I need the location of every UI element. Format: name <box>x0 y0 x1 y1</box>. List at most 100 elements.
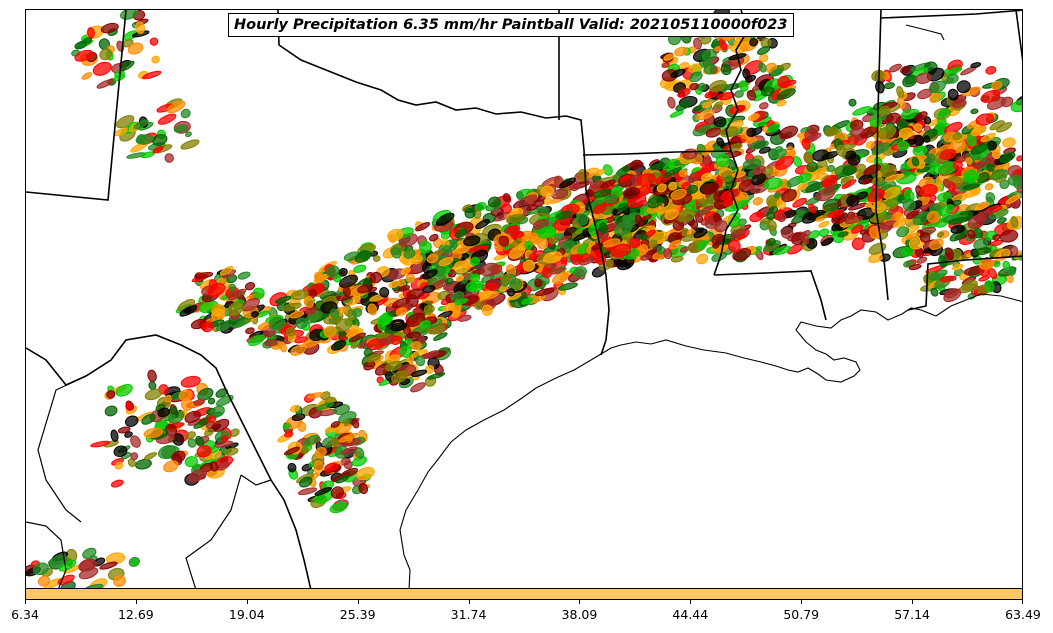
precip-blob <box>454 229 468 239</box>
precip-blob <box>560 256 568 264</box>
precip-blob <box>342 286 351 297</box>
colorbar-tick-mark <box>579 600 581 604</box>
precip-blob <box>518 194 538 207</box>
precip-blob <box>124 415 139 427</box>
precip-blob <box>403 249 416 259</box>
colorbar-tick-label: 25.39 <box>339 607 376 622</box>
precip-blob <box>180 139 200 150</box>
colorbar-tick-label: 38.09 <box>561 607 598 622</box>
precip-blob <box>372 255 381 262</box>
precip-blob <box>479 290 492 299</box>
precip-blob <box>357 284 372 294</box>
precip-blob <box>970 108 979 115</box>
precip-blob <box>244 282 256 291</box>
colorbar-tick-label: 31.74 <box>450 607 487 622</box>
precip-blob <box>1002 137 1016 148</box>
precip-blob <box>526 204 538 211</box>
colorbar-tick-mark <box>246 600 248 604</box>
precip-blob <box>104 405 118 417</box>
precip-blob <box>457 314 472 322</box>
precip-blob <box>164 153 174 163</box>
precip-blob <box>391 247 402 259</box>
precip-blob <box>667 96 676 109</box>
colorbar-tick-mark <box>690 600 692 604</box>
map-title: Hourly Precipitation 6.35 mm/hr Paintbal… <box>228 13 794 37</box>
precip-blob <box>345 330 358 338</box>
precip-blob <box>115 383 133 397</box>
precip-blob <box>500 274 511 284</box>
precip-blob <box>521 297 533 305</box>
louisiana-east-boundary <box>713 270 827 321</box>
precip-blob <box>511 230 524 239</box>
precip-blob <box>629 159 643 169</box>
precipitation-paintball-layer <box>26 10 1022 588</box>
precip-blob <box>388 280 400 289</box>
precip-blob <box>367 303 378 316</box>
precip-blob <box>339 274 358 288</box>
precip-blob <box>888 63 902 73</box>
precip-blob <box>423 305 433 315</box>
precip-blob <box>498 235 510 247</box>
precip-blob <box>110 479 124 488</box>
precip-blob <box>533 199 545 207</box>
precip-blob <box>180 108 191 119</box>
precip-blob <box>297 487 318 496</box>
colorbar-tick-mark <box>25 600 26 604</box>
precip-blob <box>442 302 456 312</box>
precip-blob <box>326 265 340 278</box>
precip-blob <box>331 340 347 351</box>
precip-blob <box>985 66 997 75</box>
precip-blob <box>557 282 578 291</box>
precip-blob <box>540 185 555 198</box>
precip-blob <box>543 251 563 264</box>
precip-blob <box>387 228 404 242</box>
precip-blob <box>1016 155 1022 162</box>
precip-blob <box>264 338 278 347</box>
precip-blob <box>463 235 481 247</box>
precip-blob <box>422 269 438 280</box>
precip-blob <box>455 275 464 282</box>
precip-blob <box>551 266 566 275</box>
precip-blob <box>896 85 904 99</box>
precip-blob <box>329 308 340 319</box>
precip-blob <box>621 165 631 172</box>
precip-blob <box>237 271 251 280</box>
precip-blob <box>135 458 152 470</box>
precip-blob <box>445 277 454 285</box>
colorbar-tick-label: 6.34 <box>11 607 39 622</box>
colorbar-tick-label: 57.14 <box>894 607 931 622</box>
precip-blob <box>573 266 587 278</box>
precip-blob <box>135 134 154 145</box>
precip-blob <box>984 183 994 191</box>
precip-blob <box>426 254 439 264</box>
mexico-state-boundary-2 <box>37 375 87 523</box>
precip-blob <box>541 267 553 279</box>
precip-blob <box>875 80 885 94</box>
colorbar-tick-mark <box>801 600 803 604</box>
precip-blob <box>506 288 516 297</box>
precip-blob <box>245 327 255 335</box>
precip-blob <box>558 177 576 189</box>
precip-blob <box>194 271 214 279</box>
precip-blob <box>818 221 830 228</box>
colorbar-tick-mark <box>1022 600 1023 604</box>
precip-blob <box>537 225 557 239</box>
precip-blob <box>435 212 455 226</box>
precip-blob <box>534 278 543 288</box>
precip-blob <box>350 342 359 349</box>
precip-blob <box>465 280 485 293</box>
precip-blob <box>193 399 205 406</box>
colorbar-tick-mark <box>468 600 470 604</box>
precip-blob <box>369 271 383 284</box>
georgia-boundary <box>1015 10 1022 62</box>
gulf-coastline <box>399 293 1022 588</box>
precip-blob <box>848 98 857 107</box>
colorbar-tick-mark <box>135 600 137 604</box>
precip-blob <box>74 40 88 50</box>
colorbar-tick-label: 12.69 <box>117 607 154 622</box>
map-panel <box>25 9 1023 589</box>
precip-blob <box>415 222 431 232</box>
precip-blob <box>268 316 286 331</box>
precip-blob <box>970 62 982 69</box>
small-lake-outline <box>905 24 945 41</box>
